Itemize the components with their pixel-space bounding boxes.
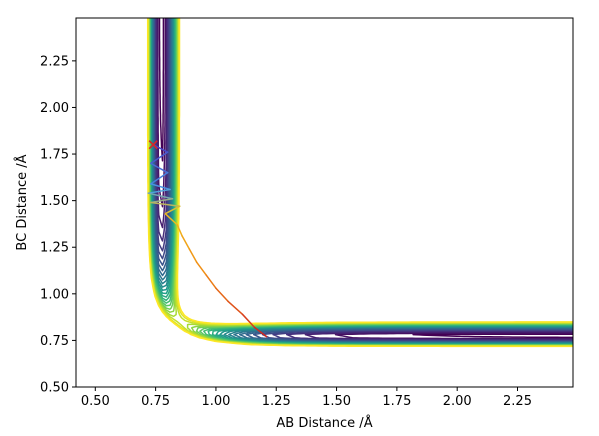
contour-line-level-22 — [147, 18, 573, 347]
trajectory-segment — [150, 151, 169, 165]
contour-line-level-19 — [148, 18, 573, 347]
contour-line-level-17 — [149, 18, 573, 346]
contour-line-level-4 — [155, 18, 573, 341]
contour-line-level-5 — [154, 18, 573, 342]
contour-lines — [146, 18, 573, 348]
y-tick-label: 0.75 — [40, 334, 69, 349]
trajectory-segment — [147, 192, 174, 200]
trajectory-start-marker — [148, 140, 158, 150]
x-tick-label: 1.25 — [262, 394, 291, 409]
contour-line-level-20 — [148, 18, 573, 347]
y-tick-label: 1.75 — [40, 148, 69, 163]
trajectory-segment — [150, 171, 169, 185]
trajectory-segment — [205, 274, 217, 289]
x-tick-label: 1.50 — [322, 394, 351, 409]
contour-line-level-23 — [147, 18, 573, 347]
x-tick-label: 0.75 — [141, 394, 170, 409]
trajectory-segment — [164, 212, 179, 226]
trajectory-segment — [181, 235, 191, 250]
trajectory-segment — [188, 248, 198, 263]
y-axis-ticks: 0.50 0.75 1.00 1.25 1.50 1.75 2.00 2.25 — [40, 54, 76, 396]
trajectory-segment — [147, 188, 171, 194]
trajectory-segment — [150, 183, 171, 191]
y-axis-label: BC Distance /Å — [14, 154, 30, 250]
contour-line-level-24 — [146, 18, 573, 348]
y-tick-label: 2.25 — [40, 54, 69, 69]
x-axis-ticks: 0.50 0.75 1.00 1.25 1.50 1.75 2.00 2.25 — [81, 387, 532, 409]
contour-line-level-6 — [153, 18, 573, 343]
x-tick-label: 2.25 — [503, 394, 532, 409]
trajectory-segment — [150, 162, 169, 174]
trajectory — [147, 140, 268, 338]
contour-line-level-7 — [153, 18, 573, 343]
trajectory-segment — [241, 313, 256, 329]
y-tick-label: 1.50 — [40, 194, 69, 209]
trajectory-segment — [150, 201, 181, 207]
plot-frame — [75, 17, 574, 388]
contour-line-level-15 — [149, 18, 573, 346]
trajectory-segment — [164, 205, 181, 215]
trajectory-segment — [253, 326, 268, 338]
contour-line-level-13 — [150, 18, 573, 345]
x-axis-label: AB Distance /Å — [276, 415, 372, 431]
trajectory-segment — [152, 143, 169, 153]
trajectory-segment — [195, 261, 208, 276]
trajectory-segment — [215, 287, 229, 303]
contour-line-level-1 — [158, 18, 573, 339]
contour-line-level-21 — [147, 18, 573, 347]
trajectory-segment — [176, 224, 183, 237]
contour-line-level-3 — [156, 18, 573, 341]
x-tick-label: 0.50 — [81, 394, 110, 409]
trajectory-segment — [227, 300, 244, 316]
contour-line-level-14 — [150, 18, 573, 345]
y-tick-label: 0.50 — [40, 381, 69, 396]
contour-line-level-16 — [149, 18, 573, 346]
x-tick-label: 2.00 — [443, 394, 472, 409]
x-tick-label: 1.75 — [382, 394, 411, 409]
contour-line-level-8 — [152, 18, 573, 343]
contour-line-level-9 — [152, 18, 573, 344]
y-tick-label: 1.25 — [40, 241, 69, 256]
contour-line-level-18 — [148, 18, 573, 346]
x-tick-label: 1.00 — [201, 394, 230, 409]
y-tick-label: 1.00 — [40, 287, 69, 302]
contour-line-level-2 — [157, 18, 573, 340]
trajectory-segment — [150, 198, 174, 204]
y-tick-label: 2.00 — [40, 101, 69, 116]
